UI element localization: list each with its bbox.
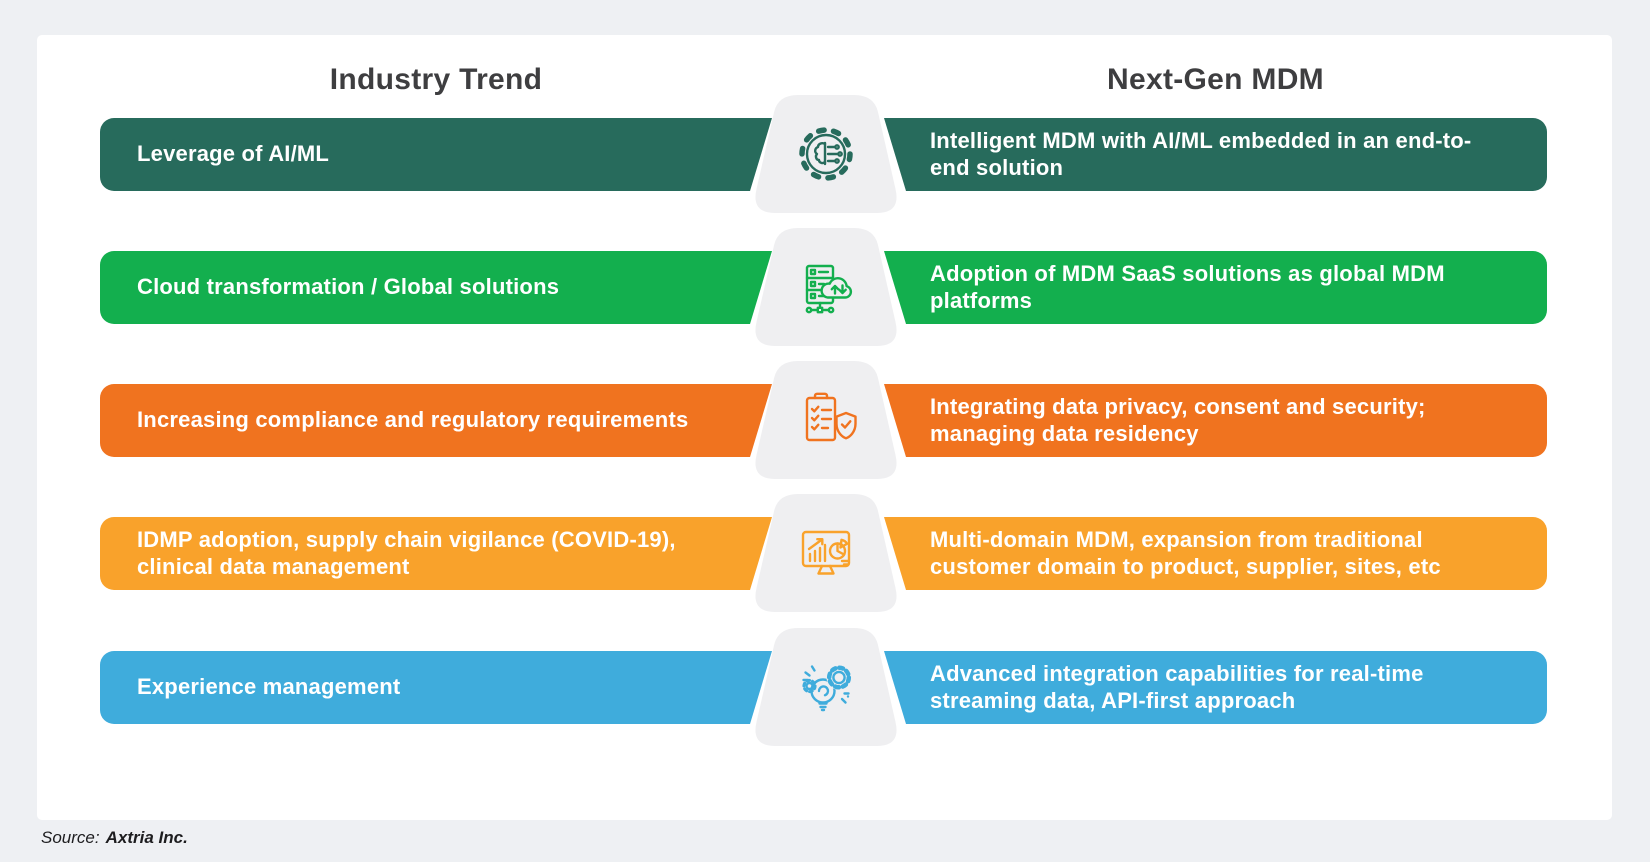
next-gen-label: Multi-domain MDM, expansion from traditi… [930, 526, 1441, 579]
server-cloud-sync-icon [794, 255, 858, 319]
next-gen-bar: Advanced integration capabilities for re… [884, 651, 1547, 724]
row-idmp-adoption: IDMP adoption, supply chain vigilance (C… [37, 494, 1612, 612]
next-gen-bar: Multi-domain MDM, expansion from traditi… [884, 517, 1547, 590]
icon-holder [751, 95, 901, 213]
industry-trend-label: Cloud transformation / Global solutions [137, 274, 560, 300]
icon-holder [751, 628, 901, 746]
monitor-analytics-icon [794, 521, 858, 585]
next-gen-label: Advanced integration capabilities for re… [930, 660, 1424, 713]
industry-trend-label: IDMP adoption, supply chain vigilance (C… [137, 526, 676, 579]
ai-gear-brain-icon [794, 122, 858, 186]
icon-holder [751, 228, 901, 346]
source-value: Axtria Inc. [105, 828, 188, 847]
next-gen-label: Integrating data privacy, consent and se… [930, 393, 1426, 446]
icon-holder [751, 361, 901, 479]
industry-trend-bar: Increasing compliance and regulatory req… [100, 384, 772, 457]
infographic-card: Industry Trend Next-Gen MDM Leverage of … [37, 35, 1612, 820]
industry-trend-bar: Experience management [100, 651, 772, 724]
icon-holder [751, 494, 901, 612]
row-experience-management: Experience management [37, 628, 1612, 746]
row-cloud-transformation: Cloud transformation / Global solutions [37, 228, 1612, 346]
industry-trend-label: Increasing compliance and regulatory req… [137, 407, 689, 433]
next-gen-label: Intelligent MDM with AI/ML embedded in a… [930, 127, 1472, 180]
row-compliance: Increasing compliance and regulatory req… [37, 361, 1612, 479]
industry-trend-title: Industry Trend [329, 63, 543, 96]
lightbulb-gear-icon [794, 655, 858, 719]
industry-trend-label: Experience management [137, 674, 401, 700]
clipboard-shield-icon [794, 388, 858, 452]
next-gen-mdm-title: Next-Gen MDM [1107, 63, 1324, 96]
next-gen-bar: Adoption of MDM SaaS solutions as global… [884, 251, 1547, 324]
source-line: Source: Axtria Inc. [41, 828, 188, 848]
industry-trend-bar: IDMP adoption, supply chain vigilance (C… [100, 517, 772, 590]
row-leverage-ai-ml: Leverage of AI/ML Intelligent M [37, 95, 1612, 213]
next-gen-bar: Intelligent MDM with AI/ML embedded in a… [884, 118, 1547, 191]
source-label: Source: [41, 828, 100, 847]
industry-trend-bar: Leverage of AI/ML [100, 118, 772, 191]
industry-trend-bar: Cloud transformation / Global solutions [100, 251, 772, 324]
next-gen-bar: Integrating data privacy, consent and se… [884, 384, 1547, 457]
next-gen-label: Adoption of MDM SaaS solutions as global… [930, 260, 1445, 313]
industry-trend-label: Leverage of AI/ML [137, 141, 330, 167]
